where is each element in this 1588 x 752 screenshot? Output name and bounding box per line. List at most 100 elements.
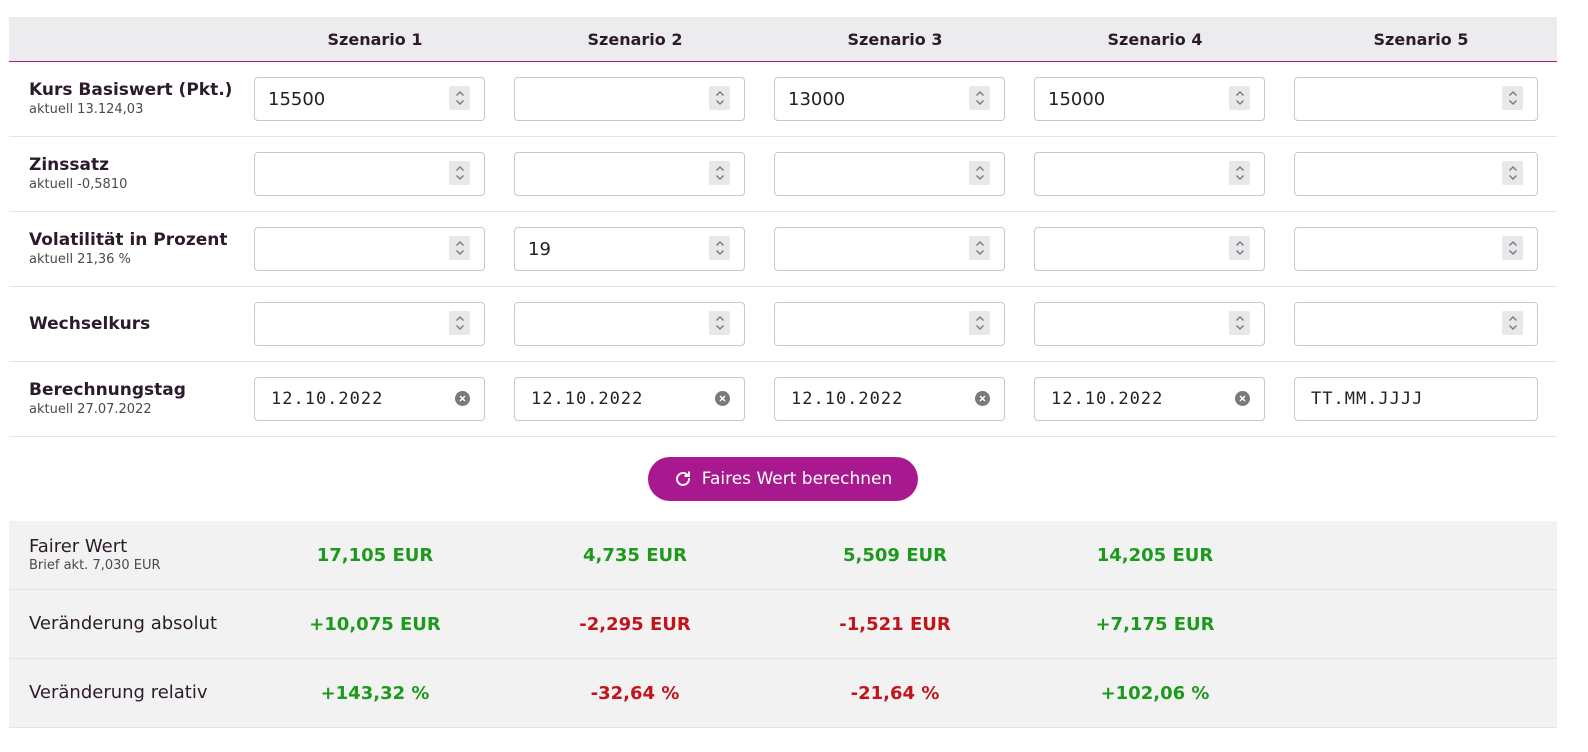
up-down-chevron-icon[interactable]	[1229, 311, 1250, 335]
up-down-chevron-icon[interactable]	[969, 311, 990, 335]
number-input[interactable]	[1035, 229, 1228, 269]
number-field[interactable]	[774, 227, 1005, 271]
number-field[interactable]	[774, 302, 1005, 346]
number-field[interactable]	[774, 77, 1005, 121]
number-field[interactable]	[1294, 77, 1538, 121]
number-input[interactable]	[775, 79, 968, 119]
up-down-chevron-icon[interactable]	[1229, 236, 1250, 260]
up-down-chevron-icon[interactable]	[1502, 311, 1523, 335]
number-input[interactable]	[1035, 79, 1228, 119]
up-down-chevron-icon[interactable]	[449, 161, 470, 185]
result-label-title: Veränderung relativ	[29, 682, 208, 703]
number-input[interactable]	[515, 154, 708, 194]
number-input[interactable]	[775, 304, 968, 344]
up-down-chevron-icon[interactable]	[709, 86, 730, 110]
date-input[interactable]	[775, 379, 981, 419]
number-input[interactable]	[775, 229, 968, 269]
date-field[interactable]	[1034, 377, 1265, 421]
number-input[interactable]	[1295, 79, 1488, 119]
up-down-chevron-icon[interactable]	[1502, 236, 1523, 260]
date-field[interactable]	[774, 377, 1005, 421]
up-down-chevron-icon[interactable]	[709, 161, 730, 185]
up-down-chevron-icon[interactable]	[1229, 161, 1250, 185]
clear-circle-x-icon[interactable]	[455, 391, 470, 406]
number-field[interactable]	[1294, 152, 1538, 196]
number-input[interactable]	[1035, 154, 1228, 194]
scenario-3-header: Szenario 3	[847, 29, 943, 49]
number-field[interactable]	[254, 302, 485, 346]
result-value: +10,075 EUR	[309, 613, 441, 635]
number-input[interactable]	[515, 79, 708, 119]
number-field[interactable]	[514, 152, 745, 196]
number-field[interactable]	[254, 152, 485, 196]
scenario-1-cell	[245, 212, 505, 286]
date-input[interactable]	[255, 379, 461, 419]
number-input[interactable]	[515, 304, 708, 344]
row-label: Volatilität in Prozent aktuell 21,36 %	[9, 212, 245, 286]
row-label-title: Berechnungstag	[29, 380, 186, 400]
result-value: 5,509 EUR	[843, 544, 947, 566]
number-field[interactable]	[254, 227, 485, 271]
row-label-title: Zinssatz	[29, 155, 109, 175]
number-field[interactable]	[1034, 302, 1265, 346]
scenario-5-cell	[1285, 287, 1557, 361]
calculate-row: Faires Wert berechnen	[9, 437, 1557, 521]
scenario-3-cell	[765, 287, 1025, 361]
scenario-2-cell	[505, 287, 765, 361]
date-input[interactable]	[515, 379, 721, 419]
clear-circle-x-icon[interactable]	[715, 391, 730, 406]
up-down-chevron-icon[interactable]	[969, 236, 990, 260]
up-down-chevron-icon[interactable]	[1502, 161, 1523, 185]
scenario-5-cell	[1285, 212, 1557, 286]
date-field[interactable]	[514, 377, 745, 421]
result-value: +7,175 EUR	[1095, 613, 1215, 635]
results-table: Fairer Wert Brief akt. 7,030 EUR 17,105 EU…	[9, 521, 1557, 728]
clear-circle-x-icon[interactable]	[975, 391, 990, 406]
scenario-5-cell	[1285, 62, 1557, 136]
row-label: Berechnungstag aktuell 27.07.2022	[9, 362, 245, 436]
number-input[interactable]	[515, 229, 708, 269]
scenario-5-cell	[1285, 137, 1557, 211]
date-field[interactable]	[1294, 377, 1538, 421]
number-input[interactable]	[1035, 304, 1228, 344]
date-input[interactable]	[1295, 379, 1501, 419]
up-down-chevron-icon[interactable]	[969, 86, 990, 110]
number-field[interactable]	[514, 227, 745, 271]
result-label-sub: Brief akt. 7,030 EUR	[29, 558, 161, 573]
number-input[interactable]	[255, 79, 448, 119]
up-down-chevron-icon[interactable]	[969, 161, 990, 185]
number-field[interactable]	[774, 152, 1005, 196]
scenario-header-row: Szenario 1 Szenario 2 Szenario 3 Szenari…	[9, 17, 1557, 62]
number-input[interactable]	[1295, 229, 1488, 269]
number-field[interactable]	[514, 77, 745, 121]
result-value: -21,64 %	[850, 682, 940, 704]
result-label: Veränderung relativ	[9, 659, 245, 727]
up-down-chevron-icon[interactable]	[449, 311, 470, 335]
number-field[interactable]	[1034, 77, 1265, 121]
date-input[interactable]	[1035, 379, 1241, 419]
clear-circle-x-icon[interactable]	[1235, 391, 1250, 406]
number-field[interactable]	[254, 77, 485, 121]
up-down-chevron-icon[interactable]	[1229, 86, 1250, 110]
up-down-chevron-icon[interactable]	[1502, 86, 1523, 110]
number-input[interactable]	[255, 154, 448, 194]
number-input[interactable]	[255, 304, 448, 344]
up-down-chevron-icon[interactable]	[709, 311, 730, 335]
number-input[interactable]	[1295, 304, 1488, 344]
number-input[interactable]	[775, 154, 968, 194]
up-down-chevron-icon[interactable]	[449, 86, 470, 110]
result-value	[1285, 659, 1557, 727]
input-row: Kurs Basiswert (Pkt.) aktuell 13.124,03	[9, 62, 1557, 137]
calculate-fair-value-button[interactable]: Faires Wert berechnen	[647, 457, 919, 501]
number-field[interactable]	[1034, 227, 1265, 271]
up-down-chevron-icon[interactable]	[449, 236, 470, 260]
number-field[interactable]	[1294, 227, 1538, 271]
number-input[interactable]	[1295, 154, 1488, 194]
number-input[interactable]	[255, 229, 448, 269]
number-field[interactable]	[1294, 302, 1538, 346]
number-field[interactable]	[1034, 152, 1265, 196]
number-field[interactable]	[514, 302, 745, 346]
up-down-chevron-icon[interactable]	[709, 236, 730, 260]
date-field[interactable]	[254, 377, 485, 421]
refresh-icon	[675, 471, 690, 486]
